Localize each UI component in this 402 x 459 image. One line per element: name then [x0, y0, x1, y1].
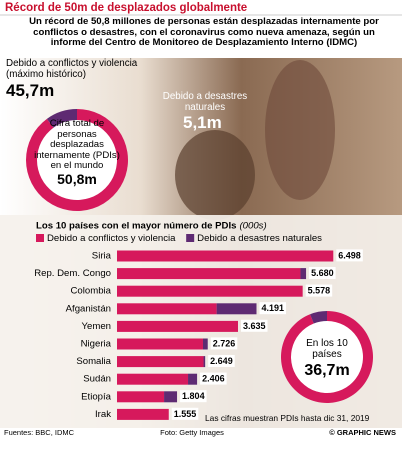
- value-label-bg: [309, 266, 336, 279]
- bar-segment: [203, 356, 206, 368]
- bar-segment: [164, 391, 178, 403]
- bar-segment: [117, 338, 203, 350]
- value-label-bg: [240, 319, 268, 332]
- legend-label: Debido a conflictos y violencia: [47, 233, 176, 244]
- title: Récord de 50m de desplazados globalmente: [5, 2, 247, 14]
- photo-figure: [175, 130, 255, 220]
- category-label: Sudán: [83, 374, 111, 385]
- donut-hole: [37, 120, 117, 200]
- value-label: 2.406: [202, 374, 225, 384]
- value-label: 5.578: [308, 286, 331, 296]
- bar-segment: [117, 303, 217, 315]
- value-label: 6.498: [338, 250, 361, 260]
- category-label: Irak: [95, 409, 111, 420]
- bar-unit: (000s): [239, 221, 266, 232]
- header-bg: [0, 0, 402, 58]
- bar-segment: [117, 285, 303, 297]
- footer-credit: © GRAPHIC NEWS: [329, 428, 396, 437]
- value-label-bg: [259, 302, 287, 315]
- value-label: 1.804: [182, 391, 205, 401]
- center-label: 36,7m: [304, 362, 350, 379]
- subtitle: Un récord de 50,8 millones de personas e…: [29, 16, 379, 49]
- donut-hole: [291, 321, 363, 393]
- value-label: 3.635: [243, 321, 266, 331]
- center-text: Cifra total de personas desplazadas inte…: [34, 118, 120, 172]
- bar-segment: [300, 268, 307, 280]
- value-label: 2.649: [210, 356, 233, 366]
- legend-label: Debido a desastres naturales: [162, 91, 248, 113]
- donut-segment: [46, 109, 77, 128]
- bar-segment: [216, 303, 257, 315]
- footer-bg: [0, 428, 402, 459]
- category-label: Nigeria: [81, 339, 112, 350]
- center-label: 50,8m: [57, 171, 97, 187]
- value-label-bg: [305, 284, 333, 297]
- value-label-bg: [171, 407, 199, 420]
- bar-segment: [117, 373, 189, 385]
- bar-segment: [117, 408, 169, 420]
- bar-segment: [117, 356, 204, 368]
- category-label: Yemen: [81, 321, 111, 332]
- value-label-bg: [208, 354, 235, 367]
- donut-segment: [310, 311, 327, 324]
- category-label: Rep. Dem. Congo: [34, 268, 111, 279]
- value-label-bg: [210, 337, 238, 350]
- value-label: 5,1m: [183, 113, 222, 132]
- bar-segment: [117, 391, 165, 403]
- bar-segment: [117, 320, 238, 332]
- legend-label: Debido a desastres naturales: [197, 233, 322, 244]
- value-label-bg: [180, 390, 207, 403]
- value-label: 5.680: [311, 268, 334, 278]
- value-label: 1.555: [174, 409, 197, 419]
- category-label: Siria: [92, 251, 112, 262]
- value-label: 2.726: [213, 338, 236, 348]
- bar-segment: [202, 338, 208, 350]
- bar-segment: [188, 373, 198, 385]
- note: Las cifras muestran PDIs hasta dic 31, 2…: [205, 413, 370, 423]
- legend-label: Debido a conflictos y violencia (máximo …: [6, 58, 138, 80]
- legend-swatch: [186, 234, 195, 242]
- category-label: Somalia: [76, 356, 111, 367]
- footer-photo: Foto: Getty Images: [160, 428, 224, 437]
- center-text: En los 10 países: [306, 338, 348, 360]
- photo-figure: [265, 60, 335, 200]
- value-label-bg: [336, 249, 363, 262]
- bar-title: Los 10 países con el mayor número de PDI…: [36, 221, 236, 232]
- category-label: Colombia: [70, 286, 111, 297]
- bar-segment: [117, 250, 334, 262]
- value-label: 4.191: [262, 303, 285, 313]
- value-label-bg: [200, 372, 227, 385]
- bar-segment: [117, 268, 301, 280]
- legend-swatch: [36, 234, 44, 242]
- value-label: 45,7m: [6, 81, 55, 100]
- category-label: Etiopía: [81, 391, 112, 402]
- category-label: Afganistán: [66, 303, 111, 314]
- footer-sources: Fuentes: BBC, IDMC: [4, 428, 75, 437]
